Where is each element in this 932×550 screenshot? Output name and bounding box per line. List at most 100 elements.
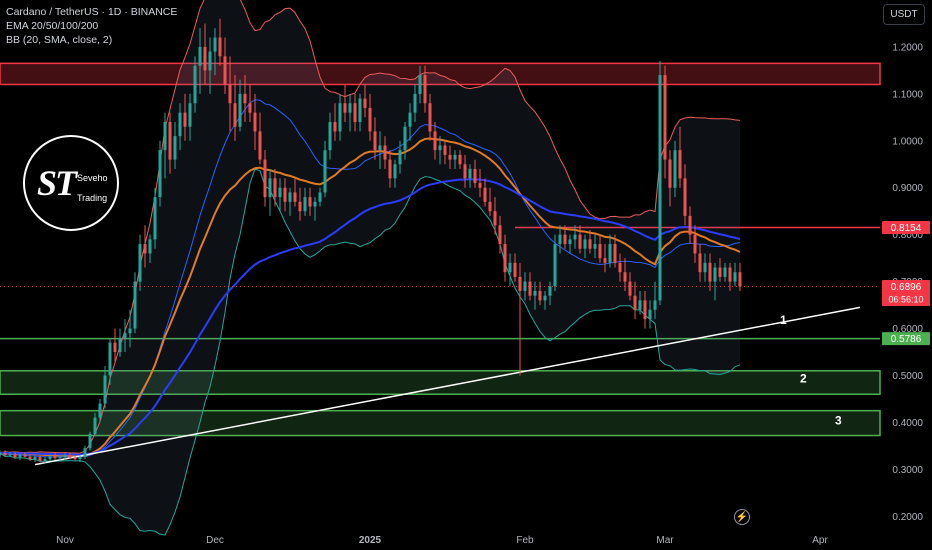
candle-body-111 — [553, 244, 557, 287]
candle-body-106 — [528, 281, 532, 296]
lightning-icon[interactable]: ⚡ — [734, 509, 750, 525]
candle-body-110 — [548, 286, 552, 296]
candle-body-117 — [583, 239, 587, 249]
candle-80 — [398, 140, 402, 174]
candle-body-103 — [513, 262, 517, 277]
candle-body-148 — [738, 272, 742, 287]
bb-lower-line — [0, 168, 741, 536]
candle-70 — [348, 93, 352, 132]
candle-91 — [453, 150, 457, 169]
candle-127 — [633, 281, 637, 320]
candle-body-123 — [613, 244, 617, 263]
candle-body-92 — [458, 154, 462, 165]
candle-67 — [333, 103, 337, 141]
x-tick-label: 2025 — [359, 535, 382, 546]
candle-139 — [693, 225, 697, 263]
price-badge-label-2: 0.5786 — [891, 334, 922, 345]
candle-125 — [623, 258, 627, 291]
candle-107 — [533, 281, 537, 310]
candle-body-28 — [138, 244, 142, 282]
candle-137 — [683, 164, 687, 226]
level-label-1: 2 — [800, 372, 807, 386]
candle-body-17 — [83, 448, 87, 458]
candle-body-36 — [178, 112, 182, 137]
candle-41 — [203, 23, 207, 85]
candle-body-140 — [698, 253, 702, 273]
symbol-title[interactable]: Cardano / TetherUS · 1D · BINANCE — [6, 6, 178, 18]
candle-84 — [418, 65, 422, 104]
candle-body-81 — [403, 126, 407, 151]
candle-96 — [478, 168, 482, 198]
candle-14 — [68, 452, 72, 460]
candle-138 — [688, 206, 692, 245]
candle-135 — [673, 140, 677, 198]
candle-body-73 — [363, 98, 367, 108]
candle-143 — [713, 262, 717, 301]
candle-17 — [83, 445, 87, 460]
candle-35 — [173, 122, 177, 169]
candle-141 — [703, 253, 707, 282]
candle-body-147 — [733, 272, 737, 282]
price-badge-0 — [882, 220, 930, 234]
candle-40 — [198, 28, 202, 94]
y-tick-label: 1.0000 — [892, 136, 923, 147]
candle-129 — [643, 290, 647, 329]
candle-body-144 — [718, 267, 722, 277]
candle-body-115 — [573, 234, 577, 240]
currency-button[interactable]: USDT — [883, 4, 925, 25]
bb-indicator-label[interactable]: BB (20, SMA, close, 2) — [6, 34, 113, 46]
candle-110 — [548, 281, 552, 306]
candle-128 — [638, 290, 642, 315]
candle-body-2 — [8, 454, 12, 456]
candle-body-9 — [43, 459, 47, 461]
bb-basis-line — [0, 99, 741, 458]
y-tick-label: 0.6000 — [892, 324, 923, 335]
candle-65 — [323, 140, 327, 198]
candle-body-59 — [293, 192, 297, 202]
ema-indicator-label[interactable]: EMA 20/50/100/200 — [6, 20, 99, 32]
candle-body-82 — [408, 112, 412, 127]
candle-72 — [358, 93, 362, 132]
trendline — [34, 306, 861, 466]
candle-body-80 — [398, 150, 402, 165]
candle-8 — [38, 455, 42, 463]
candle-body-100 — [498, 225, 502, 245]
candle-104 — [518, 262, 522, 376]
candle-body-56 — [278, 187, 282, 198]
y-tick-label: 0.5000 — [892, 371, 923, 382]
candle-99 — [493, 197, 497, 235]
candle-body-52 — [258, 131, 262, 160]
candle-body-126 — [628, 281, 632, 296]
candle-102 — [508, 253, 512, 287]
candle-44 — [218, 18, 222, 66]
candle-body-118 — [588, 239, 592, 249]
candle-body-99 — [493, 211, 497, 226]
candle-87 — [433, 122, 437, 160]
candle-body-124 — [618, 262, 622, 273]
candle-body-138 — [688, 215, 692, 235]
candle-body-94 — [468, 168, 472, 179]
candle-118 — [588, 229, 592, 254]
candle-146 — [728, 262, 732, 291]
candle-body-68 — [338, 103, 342, 132]
candle-body-44 — [218, 37, 222, 57]
candle-63 — [313, 197, 317, 221]
candle-25 — [123, 319, 127, 352]
support-zone-1 — [0, 370, 881, 395]
candle-body-122 — [608, 244, 612, 263]
candle-7 — [33, 455, 37, 463]
candle-48 — [238, 79, 242, 132]
candle-body-58 — [288, 192, 292, 202]
candle-115 — [573, 225, 577, 249]
candle-93 — [463, 154, 467, 188]
candle-body-63 — [313, 201, 317, 207]
candle-69 — [343, 84, 347, 123]
candle-body-112 — [558, 234, 562, 245]
candle-body-42 — [208, 51, 212, 71]
candle-68 — [338, 93, 342, 141]
candle-11 — [53, 453, 57, 460]
candle-body-46 — [228, 84, 232, 104]
candle-51 — [253, 93, 257, 151]
candle-body-27 — [133, 281, 137, 329]
